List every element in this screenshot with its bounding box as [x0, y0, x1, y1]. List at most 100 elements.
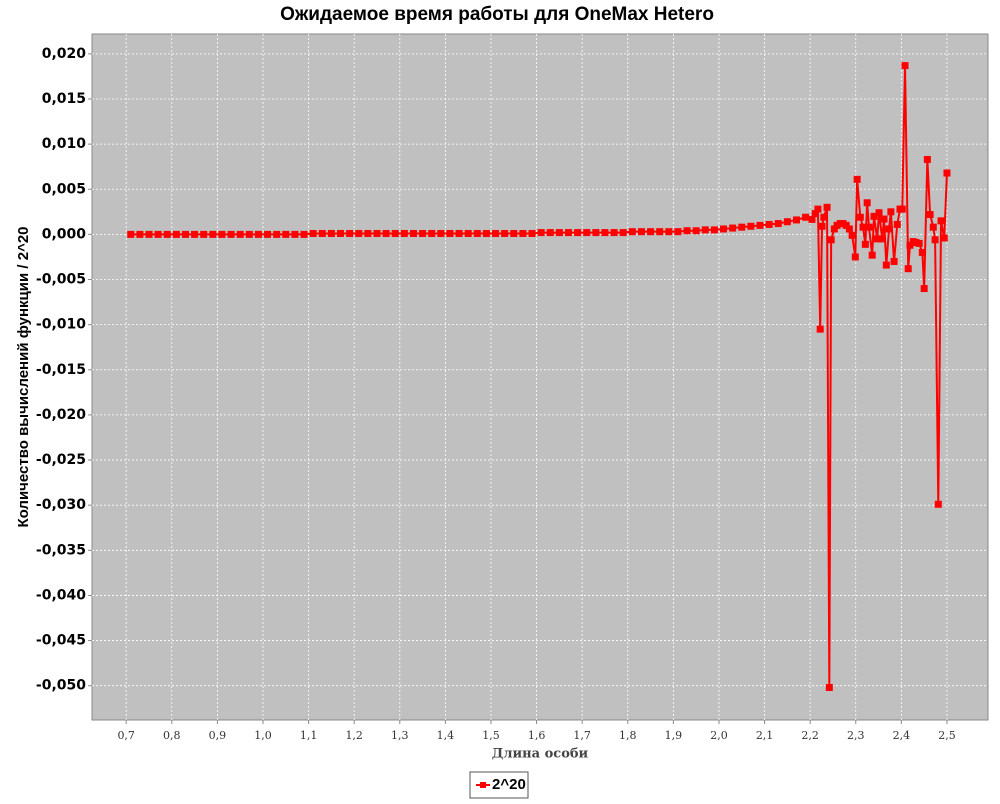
point-marker	[637, 228, 645, 236]
point-marker	[856, 213, 864, 221]
point-marker	[510, 229, 518, 237]
point-marker	[906, 241, 914, 249]
point-marker	[898, 205, 906, 213]
point-marker	[863, 199, 871, 207]
point-marker	[409, 229, 417, 237]
point-marker	[455, 229, 463, 237]
point-marker	[937, 217, 945, 225]
point-marker	[738, 223, 746, 231]
point-marker	[236, 230, 244, 238]
point-marker	[943, 169, 951, 177]
point-marker	[628, 228, 636, 236]
point-marker	[868, 251, 876, 259]
x-tick-label: 1,5	[482, 729, 500, 742]
point-marker	[473, 229, 481, 237]
point-marker	[537, 229, 545, 237]
x-tick-label: 1,4	[437, 729, 455, 742]
point-marker	[890, 257, 898, 265]
point-marker	[842, 221, 850, 229]
y-tick-label: -0,040	[36, 587, 86, 603]
point-marker	[610, 229, 618, 237]
x-tick-label: 1,8	[619, 729, 637, 742]
x-tick-label: 1,7	[573, 729, 591, 742]
x-tick-label: 2,4	[893, 729, 911, 742]
x-tick-label: 0,8	[163, 729, 181, 742]
y-tick-label: -0,035	[36, 542, 86, 558]
point-marker	[437, 229, 445, 237]
point-marker	[464, 229, 472, 237]
point-marker	[127, 230, 135, 238]
point-marker	[318, 229, 326, 237]
point-marker	[915, 239, 923, 247]
point-marker	[200, 230, 208, 238]
point-marker	[887, 208, 895, 216]
point-marker	[145, 230, 153, 238]
point-marker	[931, 236, 939, 244]
point-marker	[300, 230, 308, 238]
point-marker	[136, 230, 144, 238]
point-marker	[853, 175, 861, 183]
point-marker	[926, 211, 934, 219]
point-marker	[720, 225, 728, 233]
point-marker	[920, 285, 928, 293]
point-marker	[273, 230, 281, 238]
point-marker	[765, 220, 773, 228]
point-marker	[783, 218, 791, 226]
x-tick-label: 2,1	[756, 729, 774, 742]
point-marker	[191, 230, 199, 238]
point-marker	[774, 220, 782, 228]
point-marker	[254, 230, 262, 238]
point-marker	[592, 229, 600, 237]
point-marker	[683, 227, 691, 235]
x-tick-label: 0,9	[209, 729, 227, 742]
point-marker	[814, 205, 822, 213]
x-tick-label: 1,1	[300, 729, 318, 742]
point-marker	[327, 229, 335, 237]
point-marker	[823, 203, 831, 211]
point-marker	[355, 229, 363, 237]
point-marker	[419, 229, 427, 237]
point-marker	[918, 248, 926, 256]
x-tick-label: 1,3	[391, 729, 409, 742]
point-marker	[309, 229, 317, 237]
point-marker	[870, 212, 878, 220]
point-marker	[940, 234, 948, 242]
y-tick-label: -0,030	[36, 497, 86, 513]
point-marker	[878, 235, 886, 243]
y-tick-label: -0,015	[36, 362, 86, 378]
point-marker	[710, 226, 718, 234]
chart-title: Ожидаемое время работы для OneMax Hetero	[280, 4, 714, 25]
x-axis-label: Длина особи	[492, 747, 589, 762]
point-marker	[337, 229, 345, 237]
point-marker	[400, 229, 408, 237]
point-marker	[802, 213, 810, 221]
point-marker	[209, 230, 217, 238]
point-marker	[820, 213, 828, 221]
point-marker	[245, 230, 253, 238]
point-marker	[792, 216, 800, 224]
point-marker	[904, 265, 912, 273]
point-marker	[546, 229, 554, 237]
x-tick-label: 1,0	[254, 729, 272, 742]
y-tick-label: -0,045	[36, 633, 86, 649]
point-marker	[382, 229, 390, 237]
point-marker	[601, 229, 609, 237]
point-marker	[163, 230, 171, 238]
point-marker	[373, 229, 381, 237]
point-marker	[391, 229, 399, 237]
point-marker	[756, 221, 764, 229]
point-marker	[492, 229, 500, 237]
point-marker	[861, 240, 869, 248]
point-marker	[446, 229, 454, 237]
point-marker	[859, 223, 867, 231]
point-marker	[865, 223, 873, 231]
point-marker	[564, 229, 572, 237]
point-marker	[830, 225, 838, 233]
point-marker	[929, 223, 937, 231]
point-marker	[428, 229, 436, 237]
point-marker	[619, 229, 627, 237]
y-tick-label: -0,020	[36, 407, 86, 423]
point-marker	[264, 230, 272, 238]
